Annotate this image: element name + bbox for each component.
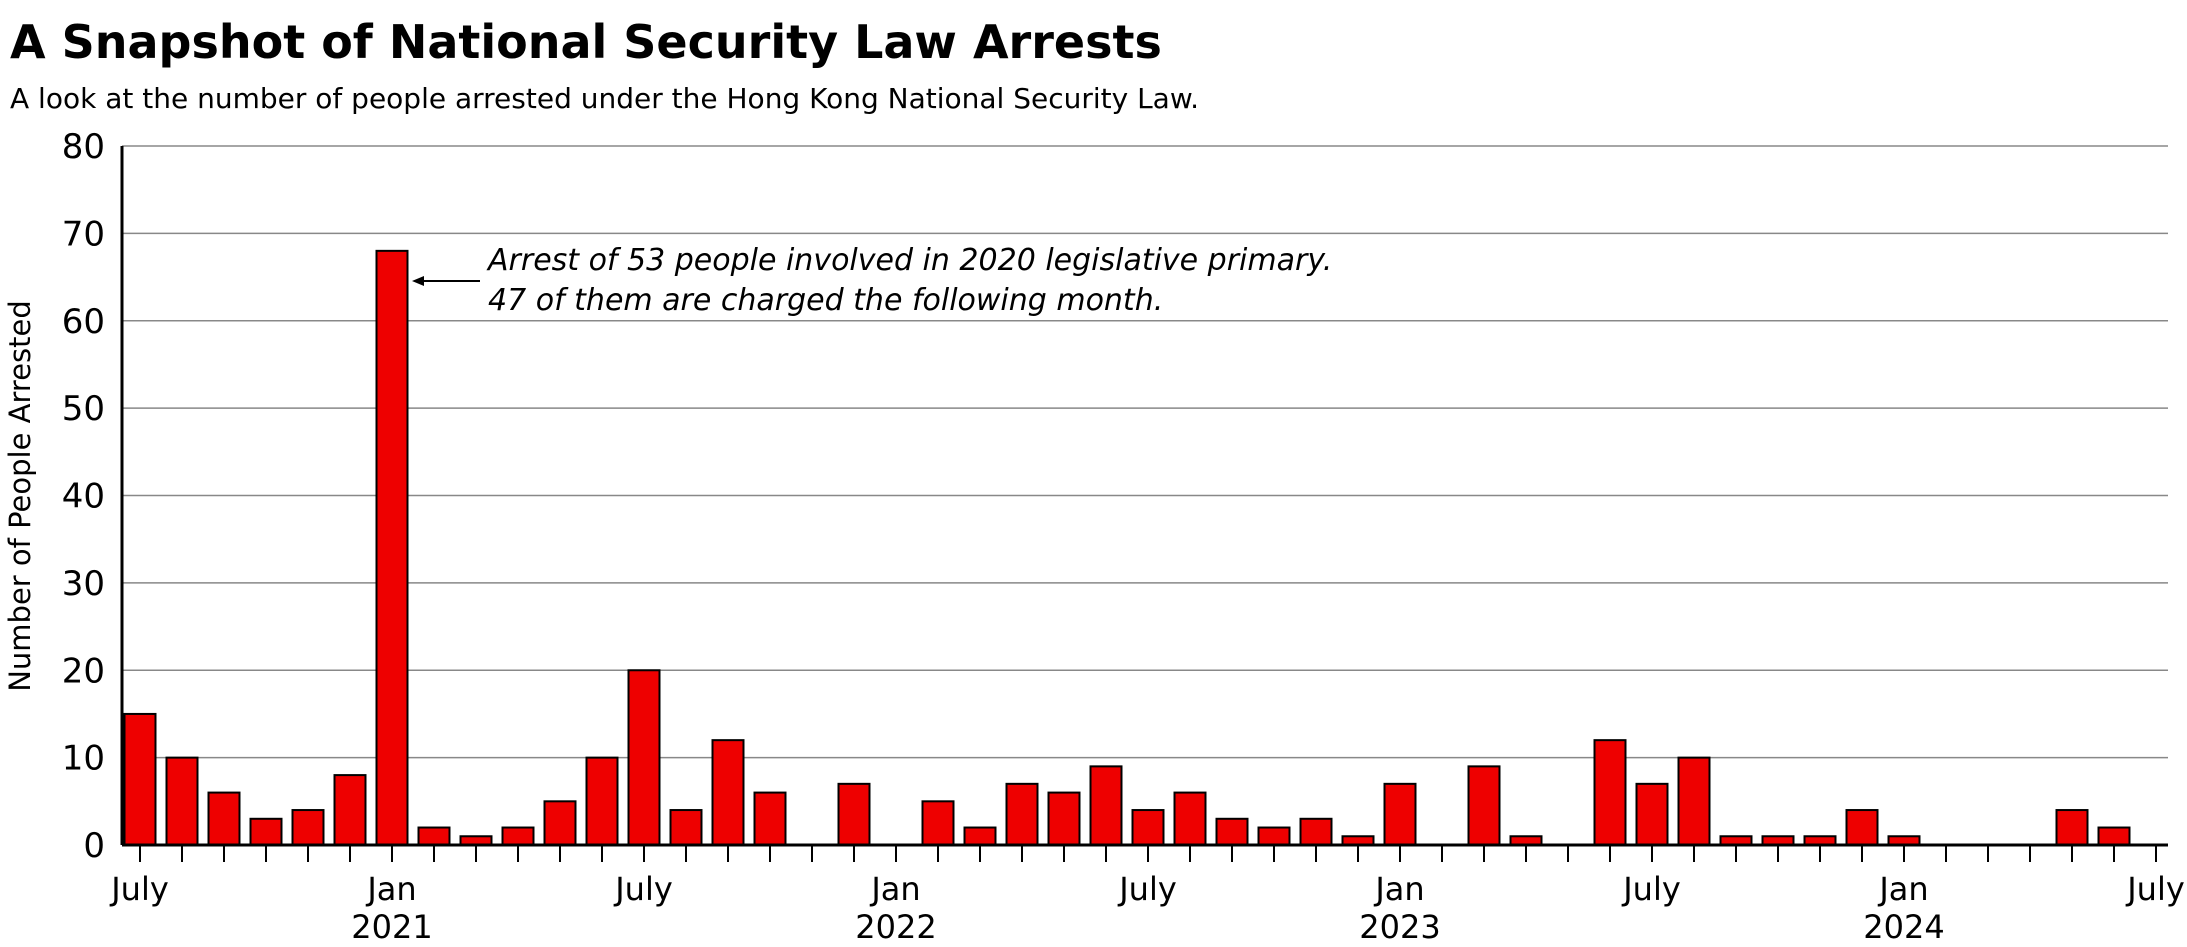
bar-2023-07 <box>1635 782 1669 847</box>
y-tick-label: 70 <box>62 214 105 254</box>
x-tick-label: Jan <box>1373 870 1424 908</box>
x-tick-year-label: 2021 <box>351 908 432 943</box>
bar-2021-08 <box>669 809 703 846</box>
x-tick-label: July <box>2125 870 2185 908</box>
x-tick-label: Jan <box>365 870 416 908</box>
bar-2022-05 <box>1047 791 1081 847</box>
bar-2021-05 <box>543 800 577 846</box>
bar-2021-01 <box>375 249 409 847</box>
x-tick-year-label: 2023 <box>1359 908 1440 943</box>
bar-2022-08 <box>1173 791 1207 847</box>
x-tick-label: July <box>613 870 673 908</box>
y-tick-label: 60 <box>62 302 105 342</box>
bar-2022-02 <box>921 800 955 846</box>
bar-2021-09 <box>711 739 745 847</box>
bar-2024-05 <box>2055 809 2089 846</box>
bar-2024-06 <box>2097 826 2131 847</box>
bar-2022-07 <box>1131 809 1165 846</box>
bar-2020-10 <box>249 817 283 846</box>
annotation-line-2: 47 of them are charged the following mon… <box>488 283 1163 318</box>
annotation: Arrest of 53 people involved in 2020 leg… <box>412 243 1332 318</box>
annotation-line-1: Arrest of 53 people involved in 2020 leg… <box>486 243 1332 278</box>
bar-2022-09 <box>1215 817 1249 846</box>
bar-2022-11 <box>1299 817 1333 846</box>
bar-2020-12 <box>333 774 367 846</box>
bar-2021-12 <box>837 782 871 847</box>
bar-2020-08 <box>165 756 199 846</box>
bar-2023-12 <box>1845 809 1879 846</box>
bars <box>123 249 2131 847</box>
bar-2022-10 <box>1257 826 1291 847</box>
y-tick-label: 80 <box>62 127 105 167</box>
x-tick-label: Jan <box>869 870 920 908</box>
bar-2022-06 <box>1089 765 1123 846</box>
bar-2021-02 <box>417 826 451 847</box>
y-tick-label: 40 <box>62 477 105 517</box>
x-tick-year-label: 2022 <box>855 908 936 943</box>
bar-2022-04 <box>1005 782 1039 847</box>
gridlines <box>122 145 2168 759</box>
x-tick-label: Jan <box>1877 870 1928 908</box>
y-tick-label: 10 <box>62 739 105 779</box>
bar-2023-03 <box>1467 765 1501 846</box>
bar-2020-09 <box>207 791 241 847</box>
bar-2022-03 <box>963 826 997 847</box>
chart-subtitle: A look at the number of people arrested … <box>10 82 1199 115</box>
chart-title: A Snapshot of National Security Law Arre… <box>10 15 1162 69</box>
arrowhead-icon <box>412 276 424 286</box>
x-tick-label: July <box>1117 870 1177 908</box>
bar-2020-07 <box>123 712 157 846</box>
y-axis-ticks: 0 10 20 30 40 50 60 70 80 <box>62 127 124 866</box>
x-tick-year-label: 2024 <box>1863 908 1944 943</box>
bar-2021-04 <box>501 826 535 847</box>
y-tick-label: 20 <box>62 651 105 691</box>
bar-2021-07 <box>627 669 661 846</box>
bar-2021-06 <box>585 756 619 846</box>
x-tick-label: July <box>1621 870 1681 908</box>
y-tick-label: 30 <box>62 564 105 604</box>
bar-2021-10 <box>753 791 787 847</box>
y-axis-label: Number of People Arrested <box>3 300 37 692</box>
x-tick-label: July <box>109 870 169 908</box>
bar-2023-01 <box>1383 782 1417 847</box>
y-tick-label: 0 <box>83 826 105 866</box>
bar-2023-08 <box>1677 756 1711 846</box>
y-tick-label: 50 <box>62 389 105 429</box>
bar-2020-11 <box>291 809 325 846</box>
bar-2023-06 <box>1593 739 1627 847</box>
